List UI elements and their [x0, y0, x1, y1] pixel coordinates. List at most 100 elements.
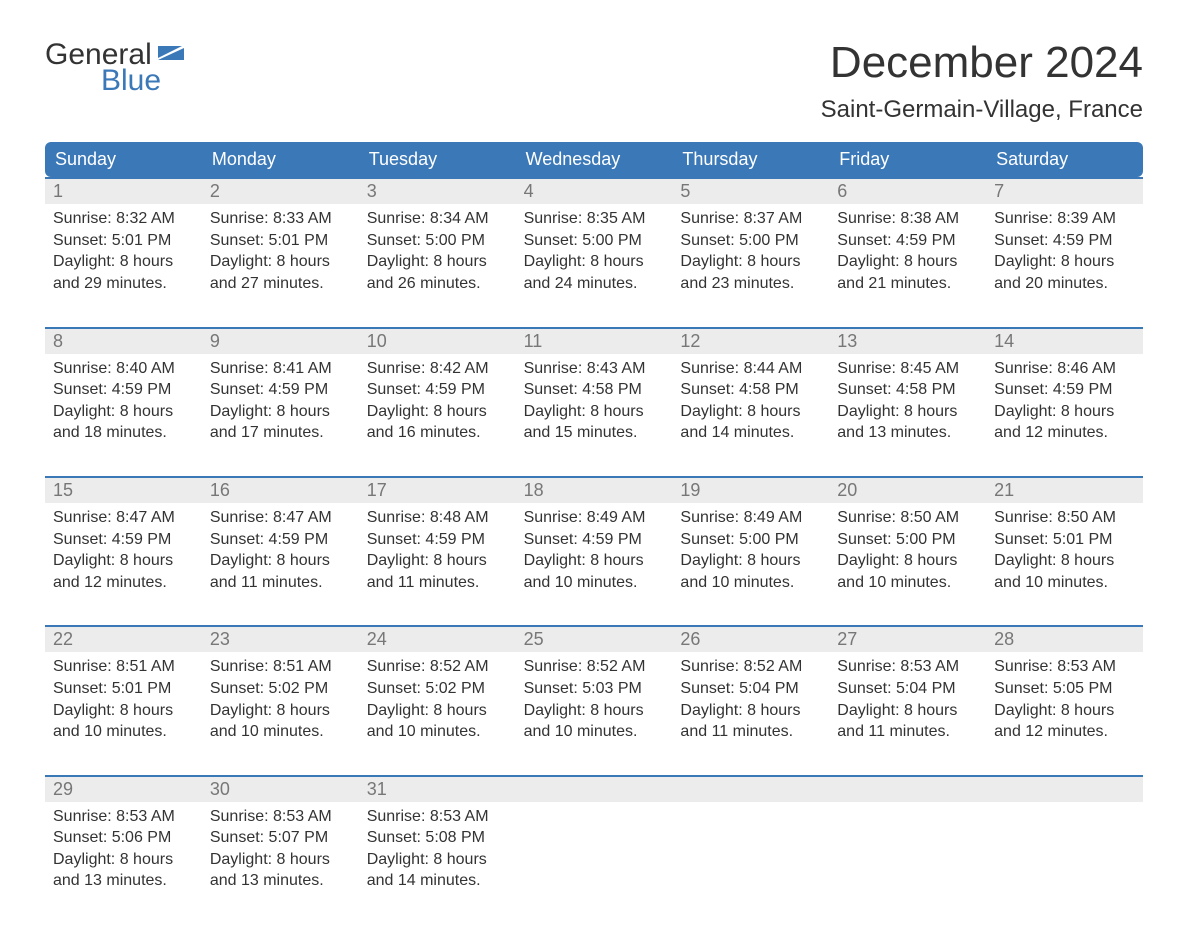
sunrise-line: Sunrise: 8:45 AM — [837, 358, 978, 380]
day-body: Sunrise: 8:48 AMSunset: 4:59 PMDaylight:… — [359, 503, 516, 593]
day-number: 17 — [367, 480, 387, 500]
sunrise-label: Sunrise: — [367, 658, 426, 675]
sunrise-label: Sunrise: — [53, 509, 112, 526]
daylight-label: Daylight: — [367, 702, 429, 719]
day-number: 11 — [524, 331, 543, 351]
sunset-line: Sunset: 4:58 PM — [524, 379, 665, 401]
daylight-label: Daylight: — [367, 552, 429, 569]
sunrise-value: 8:34 AM — [425, 210, 488, 227]
sunset-line: Sunset: 4:59 PM — [210, 379, 351, 401]
day-number: 23 — [210, 629, 230, 649]
daylight-label: Daylight: — [53, 702, 115, 719]
daylight-line: Daylight: 8 hours and 17 minutes. — [210, 401, 351, 444]
sunrise-value: 8:52 AM — [425, 658, 488, 675]
sunrise-label: Sunrise: — [994, 210, 1053, 227]
day-body: Sunrise: 8:53 AMSunset: 5:08 PMDaylight:… — [359, 802, 516, 892]
location-subtitle: Saint-Germain-Village, France — [821, 96, 1143, 124]
sunrise-line: Sunrise: 8:53 AM — [994, 656, 1135, 678]
page-title: December 2024 — [821, 40, 1143, 86]
day-number: 4 — [524, 181, 534, 201]
daylight-label: Daylight: — [680, 253, 742, 270]
sunrise-line: Sunrise: 8:34 AM — [367, 208, 508, 230]
sunrise-line: Sunrise: 8:49 AM — [680, 507, 821, 529]
sunrise-label: Sunrise: — [53, 658, 112, 675]
sunset-value: 5:01 PM — [264, 232, 328, 249]
daylight-label: Daylight: — [994, 552, 1056, 569]
sunset-line: Sunset: 5:01 PM — [994, 529, 1135, 551]
sunrise-value: 8:50 AM — [896, 509, 959, 526]
day-body: Sunrise: 8:46 AMSunset: 4:59 PMDaylight:… — [986, 354, 1143, 444]
sunset-label: Sunset: — [210, 232, 264, 249]
calendar: SundayMondayTuesdayWednesdayThursdayFrid… — [45, 142, 1143, 910]
sunset-label: Sunset: — [680, 381, 734, 398]
day-number: 8 — [53, 331, 63, 351]
sunset-label: Sunset: — [210, 829, 264, 846]
day-number-row: 14 — [986, 329, 1143, 354]
sunrise-line: Sunrise: 8:49 AM — [524, 507, 665, 529]
daylight-label: Daylight: — [994, 403, 1056, 420]
daylight-line: Daylight: 8 hours and 10 minutes. — [524, 700, 665, 743]
sunrise-line: Sunrise: 8:52 AM — [367, 656, 508, 678]
sunset-value: 5:04 PM — [735, 680, 799, 697]
daylight-label: Daylight: — [53, 851, 115, 868]
sunrise-label: Sunrise: — [994, 658, 1053, 675]
day-number: 29 — [53, 779, 73, 799]
day-number: 12 — [680, 331, 700, 351]
sunset-label: Sunset: — [367, 232, 421, 249]
daylight-label: Daylight: — [994, 253, 1056, 270]
day-number: 2 — [210, 181, 220, 201]
day-body: Sunrise: 8:38 AMSunset: 4:59 PMDaylight:… — [829, 204, 986, 294]
calendar-weeks: 1Sunrise: 8:32 AMSunset: 5:01 PMDaylight… — [45, 177, 1143, 910]
daylight-line: Daylight: 8 hours and 27 minutes. — [210, 251, 351, 294]
calendar-day: 7Sunrise: 8:39 AMSunset: 4:59 PMDaylight… — [986, 179, 1143, 312]
sunset-label: Sunset: — [524, 381, 578, 398]
sunset-line: Sunset: 4:59 PM — [367, 379, 508, 401]
sunrise-label: Sunrise: — [680, 210, 739, 227]
day-body: Sunrise: 8:49 AMSunset: 4:59 PMDaylight:… — [516, 503, 673, 593]
calendar-day: 8Sunrise: 8:40 AMSunset: 4:59 PMDaylight… — [45, 329, 202, 462]
day-body: Sunrise: 8:52 AMSunset: 5:04 PMDaylight:… — [672, 652, 829, 742]
day-body: Sunrise: 8:43 AMSunset: 4:58 PMDaylight:… — [516, 354, 673, 444]
sunset-label: Sunset: — [53, 531, 107, 548]
day-body: Sunrise: 8:42 AMSunset: 4:59 PMDaylight:… — [359, 354, 516, 444]
daylight-line: Daylight: 8 hours and 13 minutes. — [837, 401, 978, 444]
sunrise-value: 8:49 AM — [739, 509, 802, 526]
sunset-label: Sunset: — [837, 680, 891, 697]
calendar-day: 23Sunrise: 8:51 AMSunset: 5:02 PMDayligh… — [202, 627, 359, 760]
daylight-label: Daylight: — [524, 552, 586, 569]
day-body: Sunrise: 8:53 AMSunset: 5:06 PMDaylight:… — [45, 802, 202, 892]
day-number: 10 — [367, 331, 387, 351]
sunrise-value: 8:47 AM — [112, 509, 175, 526]
sunrise-value: 8:51 AM — [269, 658, 332, 675]
daylight-label: Daylight: — [680, 552, 742, 569]
calendar-week: 29 Sunrise: 8:53 AMSunset: 5:06 PMDayligh… — [45, 775, 1143, 910]
sunset-line: Sunset: 5:01 PM — [210, 230, 351, 252]
sunset-value: 5:01 PM — [107, 680, 171, 697]
day-number-row: 9 — [202, 329, 359, 354]
calendar-day: 31Sunrise: 8:53 AMSunset: 5:08 PMDayligh… — [359, 777, 516, 910]
sunset-label: Sunset: — [837, 381, 891, 398]
day-number-row: 16 — [202, 478, 359, 503]
calendar-week: 1Sunrise: 8:32 AMSunset: 5:01 PMDaylight… — [45, 177, 1143, 312]
daylight-line: Daylight: 8 hours and 12 minutes. — [994, 700, 1135, 743]
daylight-line: Daylight: 8 hours and 29 minutes. — [53, 251, 194, 294]
sunset-line: Sunset: 5:01 PM — [53, 678, 194, 700]
day-body: Sunrise: 8:51 AMSunset: 5:01 PMDaylight:… — [45, 652, 202, 742]
daylight-line: Daylight: 8 hours and 10 minutes. — [367, 700, 508, 743]
brand-word-2: Blue — [45, 66, 186, 96]
sunrise-value: 8:44 AM — [739, 360, 802, 377]
sunset-line: Sunset: 5:05 PM — [994, 678, 1135, 700]
sunrise-value: 8:46 AM — [1053, 360, 1116, 377]
day-body: Sunrise: 8:52 AMSunset: 5:03 PMDaylight:… — [516, 652, 673, 742]
sunset-line: Sunset: 4:59 PM — [367, 529, 508, 551]
daylight-line: Daylight: 8 hours and 10 minutes. — [53, 700, 194, 743]
sunrise-line: Sunrise: 8:38 AM — [837, 208, 978, 230]
sunset-label: Sunset: — [210, 381, 264, 398]
day-of-week-cell: Friday — [829, 142, 986, 177]
daylight-label: Daylight: — [210, 552, 272, 569]
day-body: Sunrise: 8:33 AMSunset: 5:01 PMDaylight:… — [202, 204, 359, 294]
sunrise-line: Sunrise: 8:47 AM — [210, 507, 351, 529]
daylight-line: Daylight: 8 hours and 14 minutes. — [367, 849, 508, 892]
day-number-row: 23 — [202, 627, 359, 652]
sunset-line: Sunset: 4:59 PM — [210, 529, 351, 551]
